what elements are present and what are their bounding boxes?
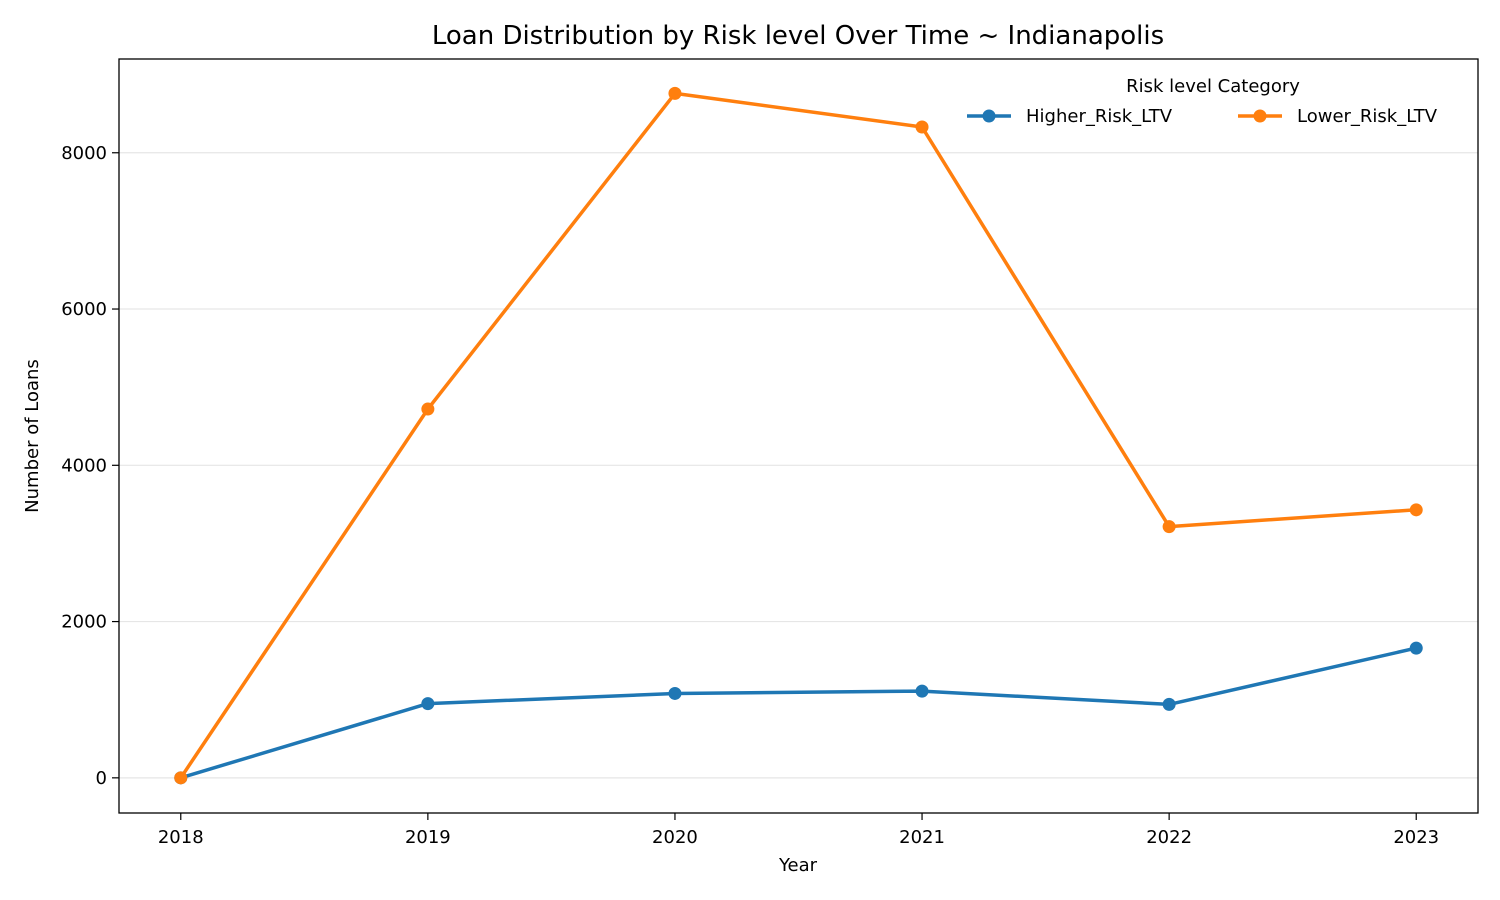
data-point (1409, 503, 1423, 517)
series-Higher_Risk_LTV (174, 641, 1423, 785)
x-tick-label: 2021 (899, 827, 945, 848)
data-point (174, 771, 188, 785)
legend-title: Risk level Category (1126, 76, 1300, 97)
plot-frame (118, 58, 1479, 814)
x-tick-label: 2020 (652, 827, 698, 848)
x-tick-label: 2019 (405, 827, 451, 848)
data-point (421, 697, 435, 711)
legend: Risk level Category Higher_Risk_LTV Lower… (967, 76, 1438, 127)
series-Lower_Risk_LTV (174, 86, 1423, 785)
data-point (1162, 520, 1176, 534)
data-point (1409, 641, 1423, 655)
series-layer (174, 86, 1423, 785)
x-tick-label: 2022 (1146, 827, 1192, 848)
y-axis: 0 2000 4000 6000 8000 (61, 143, 119, 789)
legend-items: Higher_Risk_LTV Lower_Risk_LTV (967, 106, 1438, 127)
y-tick-label: 8000 (61, 143, 107, 164)
x-axis: 2018 2019 2020 2021 2022 2023 (158, 813, 1439, 848)
legend-label: Higher_Risk_LTV (1026, 106, 1173, 127)
x-tick-label: 2018 (158, 827, 204, 848)
y-tick-label: 0 (96, 768, 107, 789)
data-point (1162, 697, 1176, 711)
gridlines (119, 152, 1478, 779)
legend-item: Lower_Risk_LTV (1238, 106, 1438, 127)
series-line (179, 91, 1418, 780)
y-tick-label: 4000 (61, 455, 107, 476)
data-point (668, 86, 682, 100)
legend-marker (1253, 109, 1267, 123)
x-tick-label: 2023 (1393, 827, 1439, 848)
data-point (668, 686, 682, 700)
y-axis-label: Number of Loans (22, 359, 43, 513)
legend-label: Lower_Risk_LTV (1297, 106, 1438, 127)
x-axis-label: Year (778, 855, 818, 876)
series-line (179, 646, 1418, 780)
legend-item: Higher_Risk_LTV (967, 106, 1173, 127)
legend-marker (982, 109, 996, 123)
data-point (915, 120, 929, 134)
data-point (915, 684, 929, 698)
chart-title: Loan Distribution by Risk level Over Tim… (432, 21, 1164, 51)
y-tick-label: 6000 (61, 299, 107, 320)
y-tick-label: 2000 (61, 612, 107, 633)
data-point (421, 402, 435, 416)
